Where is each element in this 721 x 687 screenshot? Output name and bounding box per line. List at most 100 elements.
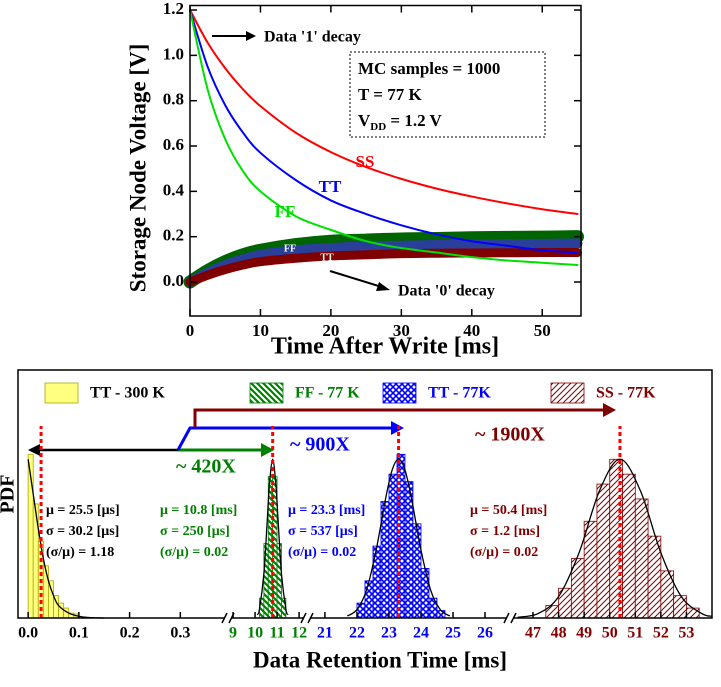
histogram-bar (673, 595, 687, 619)
x-tick-label: 24 (413, 625, 429, 642)
legend-label: TT - 77K (428, 385, 491, 402)
stat-text: σ = 1.2 [ms] (470, 524, 540, 539)
histogram-bar (622, 473, 636, 619)
line (189, 9, 579, 267)
y-axis-label: Storage Node Voltage [V] (125, 44, 150, 293)
histogram-bar (420, 568, 430, 619)
y-axis-label: PDF (0, 475, 19, 514)
x-tick-label: 21 (317, 625, 333, 642)
x-tick-label: 0.1 (69, 625, 89, 642)
histogram-bar (596, 483, 611, 619)
x-tick-label: 23 (381, 625, 397, 642)
x-tick-label: 20 (322, 321, 339, 340)
stat-text: (σ/μ) = 0.02 (160, 545, 228, 560)
axis-break (503, 612, 517, 624)
axis-break (221, 612, 235, 624)
axis-break-gap (304, 613, 310, 623)
ratio-label: ~ 900X (290, 434, 350, 456)
x-tick-label: 47 (525, 625, 541, 642)
arrow (176, 426, 392, 451)
annotation: Data '1' decay (264, 29, 361, 46)
x-tick-label: 0.3 (170, 625, 190, 642)
vdd-text: = 1.2 V (386, 111, 442, 130)
x-tick-label: 9 (229, 625, 237, 642)
arrow (193, 408, 604, 428)
y-tick-label: 0.2 (163, 226, 184, 245)
plot-frame (189, 4, 582, 317)
vdd-subscript: DD (370, 121, 386, 133)
x-tick-label: 49 (576, 625, 592, 642)
x-tick-label: 30 (393, 321, 410, 340)
series-label: FF (275, 202, 296, 221)
histogram-bar (412, 523, 422, 619)
histogram-bar (364, 580, 374, 619)
arrow-head (246, 31, 256, 41)
series-label: TT (320, 252, 334, 263)
fit-curve (346, 458, 451, 617)
stat-text: μ = 50.4 [ms] (470, 503, 547, 518)
bottom-chart: μ = 25.5 [μs] σ = 30.2 [μs] (σ/μ) = 1.18 TT… (0, 369, 713, 672)
histogram-bar (58, 602, 65, 619)
stat-text: μ = 25.5 [μs] (46, 503, 120, 518)
x-tick-label: 11 (270, 625, 285, 642)
x-axis-label: Data Retention Time [ms] (253, 647, 507, 672)
fit-curve (517, 458, 713, 618)
x-tick-label: 22 (349, 625, 365, 642)
histogram-bar (583, 520, 598, 619)
axis-break-gap (225, 613, 231, 623)
y-tick-label: 1.0 (163, 44, 184, 63)
arrow-head (603, 403, 616, 417)
stat-text: (σ/μ) = 0.02 (288, 545, 356, 560)
x-tick-label: 26 (477, 625, 493, 642)
stat-text: σ = 30.2 [μs] (46, 524, 119, 539)
info-text: VDD = 1.2 V (358, 111, 443, 133)
legend-swatch (44, 382, 79, 404)
legend-swatch (249, 382, 284, 404)
plot-frame (17, 369, 713, 619)
x-tick-label: 10 (252, 321, 269, 340)
y-tick-label: 0.4 (163, 180, 185, 199)
histogram-bar (634, 498, 649, 619)
y-tick-label: 1.2 (163, 0, 184, 18)
x-tick-label: 12 (291, 625, 307, 642)
histogram-bar (276, 543, 282, 619)
x-tick-label: 50 (602, 625, 618, 642)
arrow-head (376, 282, 390, 291)
x-tick-label: 0 (186, 321, 195, 340)
x-tick-label: 53 (678, 625, 694, 642)
series-label: SS (356, 152, 375, 171)
stat-text: σ = 537 [μs] (288, 524, 358, 539)
axis-break-gap (507, 613, 513, 623)
x-tick-label: 40 (463, 321, 480, 340)
x-axis-label: Time After Write [ms] (271, 334, 499, 360)
histogram-bar (388, 473, 398, 619)
info-box (349, 51, 546, 138)
ratio-label: ~ 420X (176, 456, 236, 478)
stat-text: μ = 23.3 [ms] (288, 503, 365, 518)
stat-text: (σ/μ) = 0.02 (470, 545, 538, 560)
series-label: SS (366, 259, 378, 270)
fit-curve (256, 458, 289, 616)
stat-text: μ = 10.8 [ms] (160, 503, 237, 518)
series-label: FF (284, 243, 296, 254)
series-label: TT (319, 177, 342, 196)
stat-text: σ = 250 [μs] (160, 524, 230, 539)
x-tick-label: 50 (534, 321, 551, 340)
x-tick-label: 0.2 (120, 625, 140, 642)
info-text: MC samples = 1000 (358, 59, 500, 78)
y-tick-label: 0.8 (163, 90, 184, 109)
x-tick-label: 25 (445, 625, 461, 642)
line (189, 9, 579, 216)
axis-break (300, 612, 314, 624)
vdd-symbol: V (358, 111, 371, 130)
legend-label: TT - 300 K (90, 385, 165, 402)
x-tick-label: 10 (247, 625, 263, 642)
histogram-bar (356, 602, 366, 619)
arrow (329, 270, 383, 288)
legend-label: FF - 77 K (295, 385, 360, 402)
ratio-arrows: ~ 420X ~ 900X ~ 1900X (28, 403, 616, 478)
legend-label: SS - 77K (596, 385, 656, 402)
legend-swatch (382, 382, 417, 404)
x-tick-label: 0.0 (18, 625, 38, 642)
histogram-bar (48, 580, 54, 619)
